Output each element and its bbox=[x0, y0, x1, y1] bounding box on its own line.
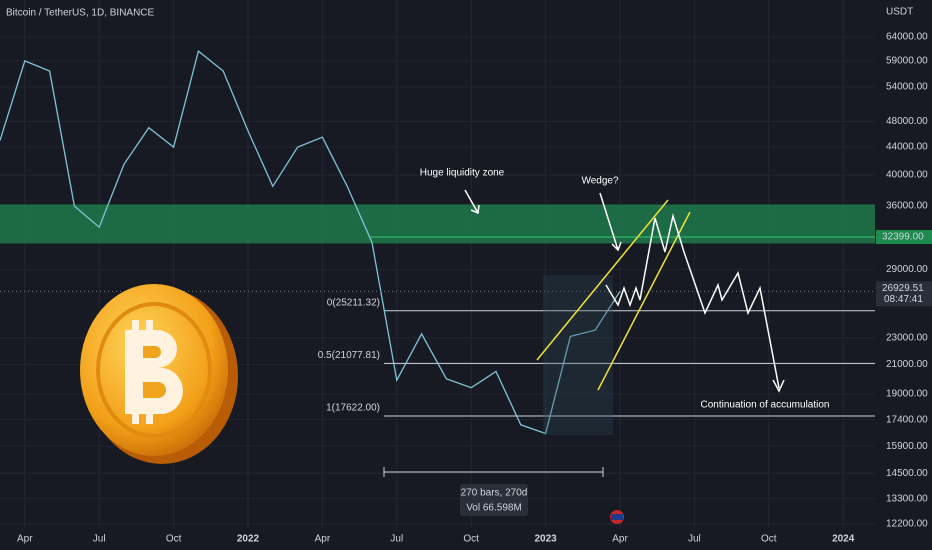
y-tick-label: 64000.00 bbox=[886, 32, 928, 43]
y-tick-label: 23000.00 bbox=[886, 332, 928, 343]
y-tick-label: 13300.00 bbox=[886, 493, 928, 504]
current-price: 26929.51 bbox=[882, 283, 924, 294]
liquidity-zone bbox=[0, 204, 875, 244]
y-tick-label: 48000.00 bbox=[886, 116, 928, 127]
countdown: 08:47:41 bbox=[884, 294, 923, 305]
x-tick-label: 2022 bbox=[237, 534, 260, 545]
fib-label: 0(25211.32) bbox=[327, 297, 380, 308]
x-tick-label: Apr bbox=[17, 534, 33, 545]
annotation: Huge liquidity zone bbox=[420, 168, 505, 179]
measure-bars: 270 bars, 270d bbox=[461, 488, 528, 499]
y-tick-label: 40000.00 bbox=[886, 170, 928, 181]
x-tick-label: Jul bbox=[390, 534, 403, 545]
y-tick-label: 19000.00 bbox=[886, 388, 928, 399]
y-tick-label: 29000.00 bbox=[886, 264, 928, 275]
event-icon bbox=[611, 514, 623, 520]
arrow bbox=[464, 189, 480, 215]
x-tick-label: Apr bbox=[315, 534, 331, 545]
y-tick-label: 44000.00 bbox=[886, 142, 928, 153]
x-tick-label: 2023 bbox=[534, 534, 557, 545]
x-tick-label: Jul bbox=[688, 534, 701, 545]
y-tick-label: 12200.00 bbox=[886, 519, 928, 530]
range-box bbox=[543, 275, 613, 435]
arrow bbox=[772, 379, 785, 393]
y-tick-label: 15900.00 bbox=[886, 441, 928, 452]
projection-path bbox=[605, 213, 780, 389]
y-tick-label: 17400.00 bbox=[886, 414, 928, 425]
measure-volume: Vol 66.598M bbox=[466, 503, 522, 514]
x-tick-label: 2024 bbox=[832, 534, 855, 545]
axis-unit: USDT bbox=[886, 7, 913, 18]
wedge-lower bbox=[597, 211, 691, 391]
price-box bbox=[876, 281, 932, 307]
level-box bbox=[876, 230, 932, 245]
annotation: Continuation of accumulation bbox=[701, 400, 830, 411]
y-tick-label: 59000.00 bbox=[886, 56, 928, 67]
x-tick-label: Apr bbox=[612, 534, 628, 545]
bitcoin-coin bbox=[80, 284, 238, 464]
y-tick-label: 54000.00 bbox=[886, 82, 928, 93]
annotation: Wedge? bbox=[581, 176, 619, 187]
chart-title: Bitcoin / TetherUS, 1D, BINANCE bbox=[6, 8, 155, 19]
price-line bbox=[0, 49, 621, 435]
level-label: 32399.00 bbox=[882, 232, 924, 243]
arrow bbox=[599, 192, 622, 252]
wedge-upper bbox=[536, 199, 669, 361]
fib-label: 1(17622.00) bbox=[326, 403, 380, 414]
measure-box bbox=[460, 484, 528, 516]
x-tick-label: Jul bbox=[93, 534, 106, 545]
y-tick-label: 21000.00 bbox=[886, 359, 928, 370]
fib-label: 0.5(21077.81) bbox=[318, 350, 380, 361]
y-tick-label: 36000.00 bbox=[886, 201, 928, 212]
y-tick-label: 14500.00 bbox=[886, 468, 928, 479]
x-tick-label: Oct bbox=[166, 534, 182, 545]
x-tick-label: Oct bbox=[463, 534, 479, 545]
x-tick-label: Oct bbox=[761, 534, 777, 545]
